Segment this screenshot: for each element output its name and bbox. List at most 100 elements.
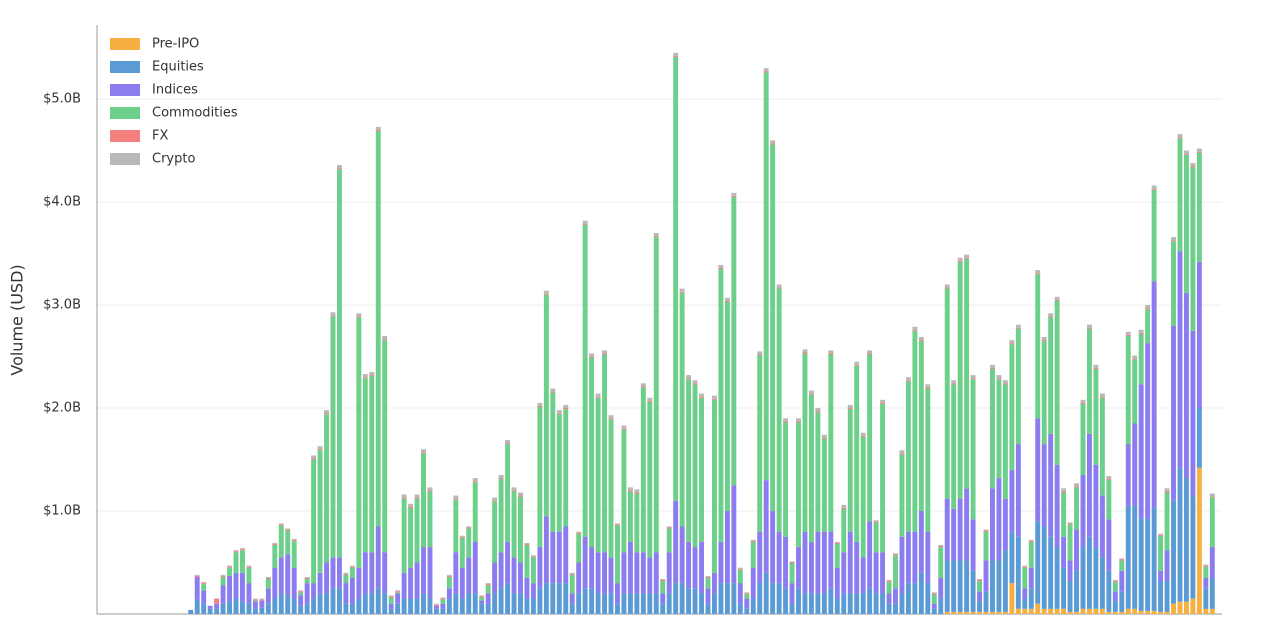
bar-segment xyxy=(705,588,711,604)
bar-segment xyxy=(1196,408,1202,468)
bar-segment xyxy=(1138,329,1144,333)
bar-segment xyxy=(627,490,633,492)
bar-segment xyxy=(602,354,607,553)
bar-segment xyxy=(873,521,879,523)
bar-segment xyxy=(699,396,704,398)
bar-segment xyxy=(621,425,627,429)
bar-segment xyxy=(511,491,517,558)
bar-segment xyxy=(640,386,646,388)
bar-segment xyxy=(1035,521,1041,604)
bar-segment xyxy=(298,605,304,614)
bar-segment xyxy=(233,598,239,614)
bar-segment xyxy=(1080,608,1086,614)
bar-segment xyxy=(530,583,536,599)
bar-segment xyxy=(1119,591,1125,612)
bar-segment xyxy=(1028,588,1034,609)
bar-segment xyxy=(828,350,834,354)
bar-segment xyxy=(1171,500,1176,604)
bar-segment xyxy=(349,566,355,568)
bar-segment xyxy=(240,549,245,551)
bar-segment xyxy=(634,593,640,614)
legend-label: Equities xyxy=(152,60,204,75)
bar-segment xyxy=(472,481,478,483)
bar-segment xyxy=(957,611,963,614)
bar-segment xyxy=(1164,492,1170,551)
bar-segment xyxy=(653,233,659,237)
bar-segment xyxy=(408,507,414,568)
bar-segment xyxy=(518,562,523,594)
bar-segment xyxy=(1190,495,1196,599)
bar-segment xyxy=(220,576,226,586)
bar-segment xyxy=(808,394,814,542)
bar-segment xyxy=(466,557,472,594)
bar-segment xyxy=(330,588,336,614)
bar-segment xyxy=(673,56,679,501)
bar-segment xyxy=(1022,566,1028,568)
bar-segment xyxy=(1151,281,1157,508)
bar-segment xyxy=(272,545,278,568)
bar-segment xyxy=(964,560,970,612)
bar-segment xyxy=(931,594,937,604)
bar-segment xyxy=(699,541,704,594)
bar-segment xyxy=(569,573,575,575)
bar-segment xyxy=(576,533,582,563)
bar-segment xyxy=(498,478,504,480)
bar-segment xyxy=(854,361,860,365)
bar-segment xyxy=(1009,469,1015,532)
legend-label: Crypto xyxy=(152,152,195,167)
bar-segment xyxy=(1112,580,1118,582)
bar-segment xyxy=(705,576,711,578)
bar-segment xyxy=(666,593,672,614)
bar-segment xyxy=(537,402,543,406)
bar-segment xyxy=(757,531,763,584)
bar-segment xyxy=(847,409,853,532)
bar-segment xyxy=(240,572,245,602)
bar-segment xyxy=(595,393,601,397)
bar-segment xyxy=(227,566,232,568)
bar-segment xyxy=(524,545,530,578)
bar-segment xyxy=(511,487,517,491)
bar-segment xyxy=(246,566,252,568)
bar-segment xyxy=(634,489,640,493)
bar-segment xyxy=(893,603,898,614)
bar-segment xyxy=(905,381,911,532)
bar-segment xyxy=(1048,313,1054,317)
bar-segment xyxy=(1209,496,1215,498)
bar-segment xyxy=(446,574,452,576)
bar-segment xyxy=(705,603,711,614)
bar-segment xyxy=(731,195,737,197)
bar-segment xyxy=(1080,402,1086,404)
bar-segment xyxy=(530,557,536,584)
bar-segment xyxy=(854,364,860,366)
bar-segment xyxy=(272,598,278,614)
bar-segment xyxy=(763,72,769,481)
bar-segment xyxy=(311,459,317,584)
bar-segment xyxy=(227,565,232,567)
bar-segment xyxy=(1002,611,1008,614)
bar-segment xyxy=(1132,423,1138,506)
bar-segment xyxy=(1190,162,1196,167)
bar-segment xyxy=(356,567,362,599)
bar-segment xyxy=(278,524,284,526)
bar-segment xyxy=(569,593,575,604)
bar-segment xyxy=(401,494,407,498)
bar-segment xyxy=(408,506,414,508)
bar-segment xyxy=(446,588,452,599)
bar-segment xyxy=(382,335,388,340)
bar-segment xyxy=(227,601,232,614)
bar-segment xyxy=(265,576,271,578)
bar-segment xyxy=(556,583,562,614)
bar-segment xyxy=(679,292,685,527)
bar-segment xyxy=(1041,608,1047,614)
bar-segment xyxy=(712,399,717,573)
bar-segment xyxy=(246,567,252,584)
bar-segment xyxy=(485,603,491,614)
bar-segment xyxy=(925,531,931,584)
bar-segment xyxy=(1099,557,1105,609)
bar-segment xyxy=(388,596,394,598)
bar-segment xyxy=(369,376,375,553)
bar-segment xyxy=(757,351,763,355)
bar-segment xyxy=(880,399,886,403)
bar-segment xyxy=(324,562,329,594)
bar-segment xyxy=(712,593,717,614)
